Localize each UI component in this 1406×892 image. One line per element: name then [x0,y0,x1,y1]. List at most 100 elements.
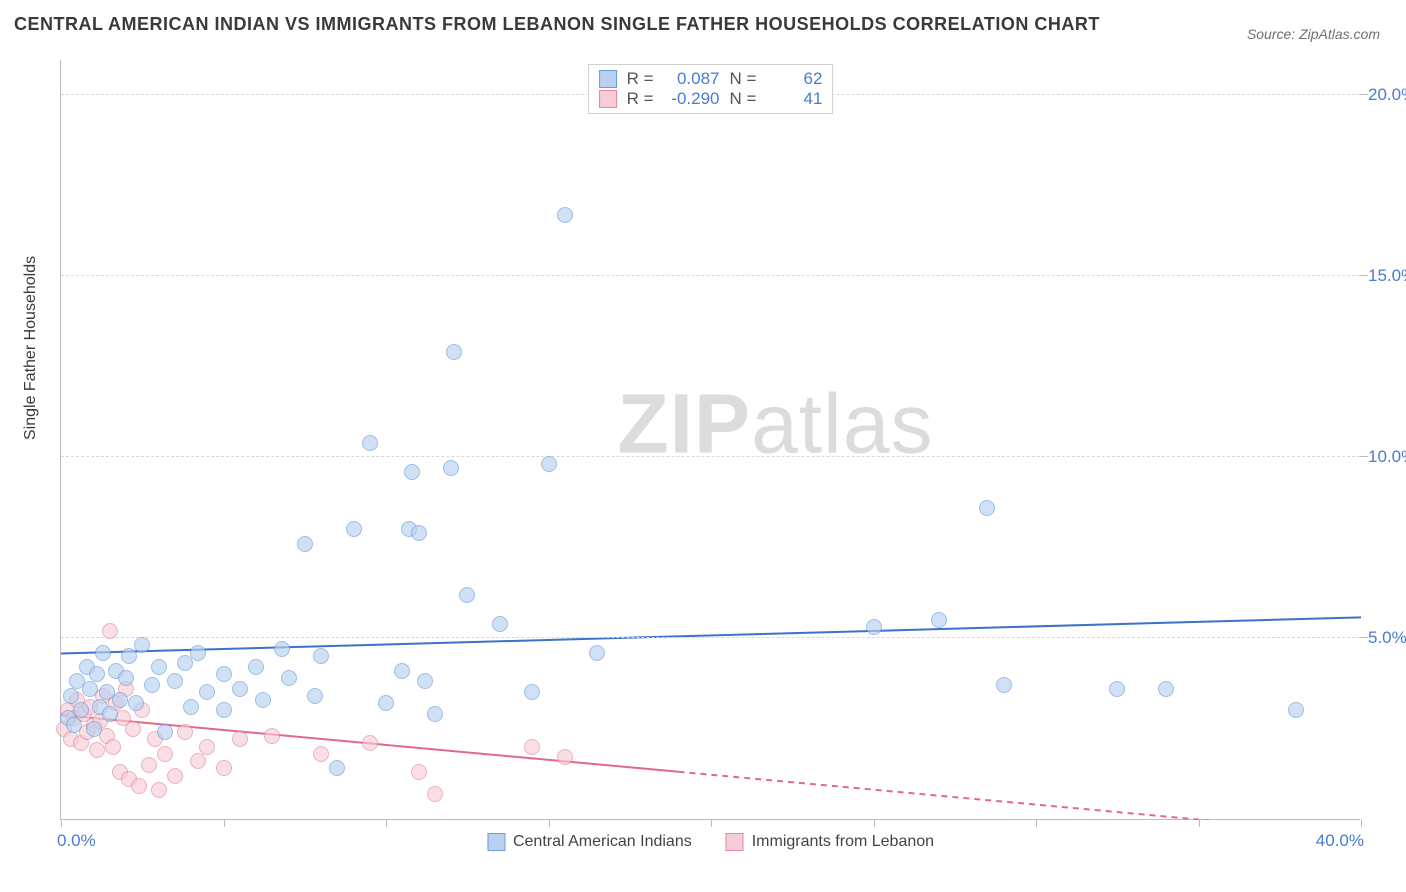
data-point-blue [118,670,134,686]
data-point-blue [979,500,995,516]
x-tick [61,819,62,827]
stats-row-blue: R = 0.087 N = 62 [599,69,823,89]
data-point-blue [216,666,232,682]
data-point-pink [102,623,118,639]
data-point-blue [151,659,167,675]
legend-label-blue: Central American Indians [513,833,692,851]
data-point-pink [125,721,141,737]
data-point-blue [183,699,199,715]
data-point-pink [557,749,573,765]
data-point-blue [541,456,557,472]
data-point-blue [112,692,128,708]
data-point-pink [151,782,167,798]
data-point-blue [557,207,573,223]
data-point-blue [134,637,150,653]
x-tick [1036,819,1037,827]
x-tick [386,819,387,827]
data-point-pink [411,764,427,780]
data-point-blue [255,692,271,708]
data-point-blue [404,464,420,480]
data-point-blue [446,344,462,360]
data-point-pink [199,739,215,755]
x-tick [549,819,550,827]
y-tick-label: 20.0% [1368,85,1406,105]
data-point-blue [102,706,118,722]
data-point-pink [427,786,443,802]
data-point-blue [274,641,290,657]
data-point-blue [1158,681,1174,697]
y-tick [1360,456,1368,457]
trend-lines [61,60,1361,820]
trendline-dash-pink [679,772,1362,820]
data-point-blue [73,702,89,718]
data-point-blue [190,645,206,661]
gridline [61,275,1360,276]
swatch-blue-icon [487,833,505,851]
data-point-blue [313,648,329,664]
data-point-blue [589,645,605,661]
r-label: R = [627,89,654,109]
n-label: N = [730,89,757,109]
data-point-blue [248,659,264,675]
swatch-blue-icon [599,70,617,88]
y-tick-label: 10.0% [1368,447,1406,467]
data-point-pink [264,728,280,744]
legend-item-blue: Central American Indians [487,833,692,851]
data-point-blue [443,460,459,476]
data-point-blue [128,695,144,711]
r-label: R = [627,69,654,89]
data-point-blue [346,521,362,537]
data-point-blue [66,717,82,733]
data-point-blue [199,684,215,700]
series-legend: Central American Indians Immigrants from… [487,833,934,851]
data-point-blue [417,673,433,689]
data-point-pink [131,778,147,794]
n-label: N = [730,69,757,89]
source-attribution: Source: ZipAtlas.com [1247,26,1380,42]
y-tick-label: 5.0% [1368,628,1406,648]
data-point-pink [313,746,329,762]
data-point-blue [89,666,105,682]
data-point-blue [362,435,378,451]
data-point-pink [362,735,378,751]
data-point-blue [297,536,313,552]
data-point-blue [931,612,947,628]
data-point-pink [216,760,232,776]
data-point-blue [427,706,443,722]
data-point-blue [86,721,102,737]
data-point-blue [411,525,427,541]
data-point-blue [394,663,410,679]
swatch-pink-icon [599,90,617,108]
x-tick [711,819,712,827]
data-point-blue [996,677,1012,693]
x-axis-min-label: 0.0% [57,831,96,851]
data-point-blue [524,684,540,700]
data-point-pink [157,746,173,762]
data-point-blue [216,702,232,718]
data-point-blue [1288,702,1304,718]
data-point-blue [177,655,193,671]
y-tick [1360,275,1368,276]
trendline-blue [61,617,1361,653]
y-tick [1360,637,1368,638]
y-tick-label: 15.0% [1368,266,1406,286]
n-value-blue: 62 [766,69,822,89]
y-axis-label: Single Father Households [22,256,40,440]
x-tick [224,819,225,827]
data-point-blue [121,648,137,664]
data-point-blue [82,681,98,697]
data-point-blue [866,619,882,635]
stats-legend: R = 0.087 N = 62 R = -0.290 N = 41 [588,64,834,114]
data-point-blue [281,670,297,686]
data-point-pink [177,724,193,740]
data-point-pink [141,757,157,773]
chart-title: CENTRAL AMERICAN INDIAN VS IMMIGRANTS FR… [14,14,1100,35]
data-point-blue [232,681,248,697]
stats-row-pink: R = -0.290 N = 41 [599,89,823,109]
data-point-blue [492,616,508,632]
watermark: ZIPatlas [617,376,933,473]
x-tick [1361,819,1362,827]
x-tick [874,819,875,827]
data-point-pink [190,753,206,769]
y-tick [1360,94,1368,95]
